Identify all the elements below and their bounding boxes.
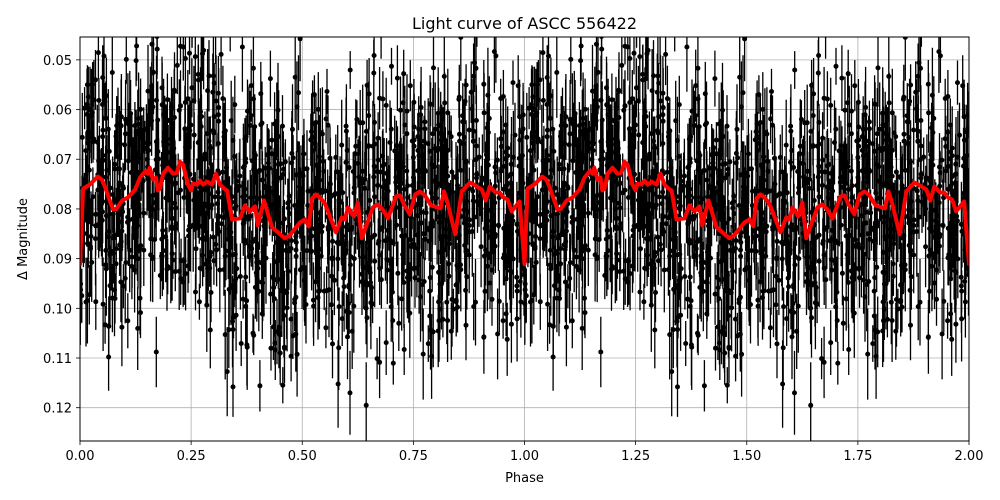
y-axis-label: Δ Magnitude xyxy=(16,198,31,280)
x-tick-label: 0.25 xyxy=(177,449,206,464)
x-tick-label: 1.00 xyxy=(510,449,539,464)
x-axis-label: Phase xyxy=(505,471,544,486)
y-axis-ticks: 0.05 0.06 0.07 0.08 0.09 0.10 0.11 0.12 xyxy=(43,54,80,417)
x-axis-ticks: 0.00 0.25 0.50 0.75 1.00 1.25 1.50 1.75 2.00 xyxy=(66,441,984,464)
y-tick-label: 0.09 xyxy=(43,253,72,268)
chart-title: Light curve of ASCC 556422 xyxy=(412,14,637,33)
model-line xyxy=(80,159,969,267)
x-tick-label: 1.75 xyxy=(843,449,872,464)
x-tick-label: 0.75 xyxy=(399,449,428,464)
y-tick-label: 0.05 xyxy=(43,54,72,69)
model-curve xyxy=(80,159,969,267)
y-tick-label: 0.07 xyxy=(43,153,72,168)
x-tick-label: 0.50 xyxy=(288,449,317,464)
y-tick-label: 0.06 xyxy=(43,104,72,119)
x-tick-label: 1.50 xyxy=(732,449,761,464)
x-tick-label: 0.00 xyxy=(66,449,95,464)
x-tick-label: 2.00 xyxy=(955,449,984,464)
y-tick-label: 0.12 xyxy=(43,402,72,417)
y-tick-label: 0.08 xyxy=(43,203,72,218)
y-tick-label: 0.11 xyxy=(43,352,72,367)
x-tick-label: 1.25 xyxy=(621,449,650,464)
y-tick-label: 0.10 xyxy=(43,302,72,317)
